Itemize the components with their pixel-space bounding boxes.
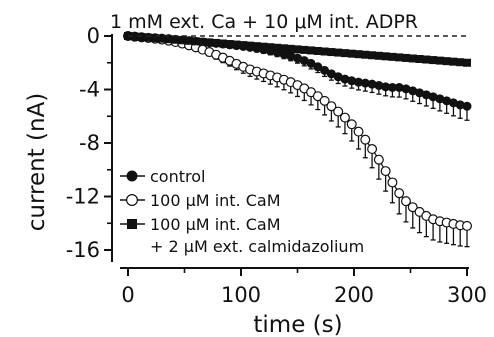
data-point-series-3 — [130, 32, 139, 41]
data-point-series-3 — [401, 53, 410, 62]
data-point-series-3 — [442, 57, 451, 66]
y-tick-label: -12 — [66, 185, 100, 209]
data-point-series-2 — [380, 166, 391, 177]
legend-marker — [126, 170, 138, 182]
data-point-series-3 — [435, 56, 444, 65]
data-point-series-3 — [293, 45, 302, 54]
data-point-series-3 — [259, 42, 268, 51]
y-tick-label: 0 — [87, 24, 100, 48]
x-tick-label: 300 — [447, 283, 487, 307]
data-point-series-3 — [157, 34, 166, 43]
data-point-series-3 — [422, 55, 431, 64]
data-point-series-2 — [400, 196, 411, 207]
y-axis-ticks: 0 -4 -8 -12 -16 — [66, 24, 112, 262]
data-point-series-3 — [368, 51, 377, 60]
data-point-series-2 — [367, 144, 378, 155]
x-tick-label: 100 — [221, 283, 261, 307]
data-point-series-2 — [387, 177, 398, 188]
data-point-series-2 — [360, 134, 371, 145]
data-point-series-3 — [252, 42, 261, 51]
data-point-series-3 — [185, 36, 194, 45]
data-point-series-3 — [320, 47, 329, 56]
y-tick-label: -8 — [79, 131, 100, 155]
data-point-series-3 — [340, 49, 349, 58]
x-tick-label: 0 — [121, 283, 134, 307]
data-point-series-3 — [429, 56, 438, 65]
legend-marker — [125, 194, 138, 207]
data-point-series-2 — [353, 126, 364, 137]
data-point-series-3 — [347, 49, 356, 58]
data-point-series-3 — [266, 43, 275, 52]
data-point-series-2 — [312, 91, 323, 102]
data-point-series-2 — [394, 188, 405, 199]
data-point-series-2 — [346, 119, 357, 130]
data-point-series-3 — [273, 43, 282, 52]
x-axis-ticks: 0 100 200 300 — [121, 268, 487, 307]
x-tick-label: 200 — [334, 283, 374, 307]
data-point-series-3 — [246, 41, 255, 50]
data-point-series-3 — [178, 36, 187, 45]
chart-title: 1 mM ext. Ca + 10 μM int. ADPR — [110, 11, 418, 33]
data-point-series-3 — [137, 33, 146, 42]
data-point-series-3 — [313, 46, 322, 55]
data-point-series-3 — [415, 55, 424, 64]
data-point-series-2 — [319, 95, 330, 106]
data-point-series-3 — [408, 54, 417, 63]
legend-label: 100 μM int. CaM — [150, 191, 281, 210]
data-point-series-3 — [388, 52, 397, 61]
data-point-series-3 — [361, 50, 370, 59]
y-tick-label: -4 — [79, 78, 100, 102]
data-point-series-3 — [279, 44, 288, 53]
data-point-series-3 — [456, 58, 465, 67]
data-point-series-3 — [286, 44, 295, 53]
data-point-series-3 — [225, 40, 234, 49]
y-tick-label: -16 — [66, 238, 100, 262]
legend-marker — [127, 219, 137, 229]
legend-label: 100 μM int. CaM — [150, 215, 281, 234]
data-point-series-3 — [334, 48, 343, 57]
data-point-series-3 — [205, 38, 214, 47]
data-point-series-2 — [407, 202, 418, 213]
data-point-series-2 — [339, 112, 350, 123]
legend: control 100 μM int. CaM 100 μM int. CaM + 2… — [120, 167, 364, 256]
data-point-series-3 — [218, 39, 227, 48]
data-point-series-3 — [151, 34, 160, 43]
data-point-series-3 — [239, 41, 248, 50]
data-point-series-2 — [333, 106, 344, 117]
data-point-series-3 — [212, 38, 221, 47]
data-point-series-3 — [381, 52, 390, 61]
data-point-series-3 — [232, 40, 241, 49]
data-point-series-2 — [373, 154, 384, 165]
y-axis-label: current (nA) — [24, 93, 50, 232]
legend-label: + 2 μM ext. calmidazolium — [150, 237, 364, 256]
data-point-series-3 — [171, 35, 180, 44]
legend-label: control — [150, 167, 205, 186]
data-point-series-3 — [449, 57, 458, 66]
data-point-series-3 — [395, 53, 404, 62]
data-point-series-3 — [354, 50, 363, 59]
data-point-series-3 — [327, 48, 336, 57]
data-point-series-3 — [463, 58, 471, 67]
data-point-series-2 — [326, 101, 337, 112]
x-axis-label: time (s) — [253, 312, 342, 337]
data-point-series-3 — [164, 35, 173, 44]
data-point-series-1 — [462, 101, 472, 111]
data-point-series-3 — [307, 46, 316, 55]
data-point-series-3 — [191, 37, 200, 46]
data-point-series-3 — [198, 37, 207, 46]
data-point-series-3 — [374, 51, 383, 60]
data-point-series-3 — [300, 45, 309, 54]
data-point-series-1 — [313, 62, 323, 72]
data-point-series-3 — [144, 33, 153, 42]
data-point-series-2 — [462, 220, 473, 231]
